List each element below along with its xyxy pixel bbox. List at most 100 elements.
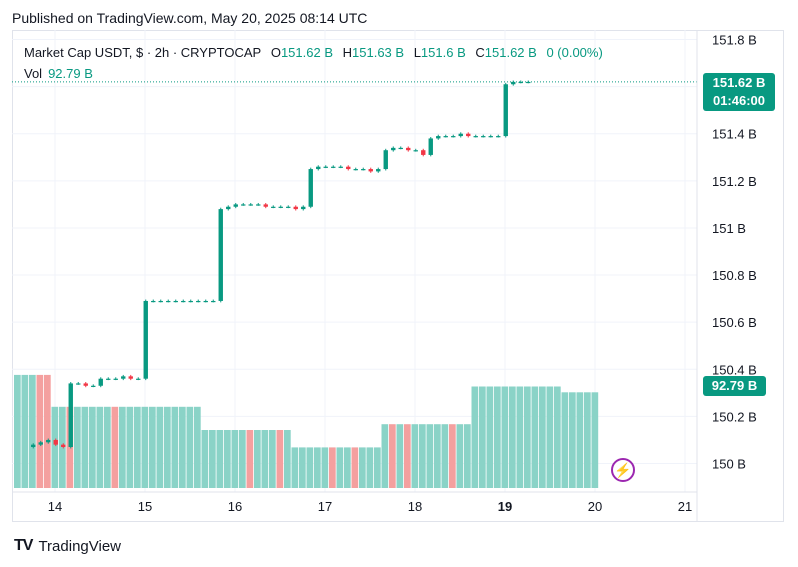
candle-body <box>511 81 516 85</box>
volume-bar <box>216 430 224 488</box>
ohlc-legend: Market Cap USDT, $ · 2h · CRYPTOCAP O151… <box>24 45 603 60</box>
volume-value: 92.79 B <box>48 66 93 81</box>
candle-body <box>218 209 223 301</box>
candle-body <box>376 169 381 172</box>
volume-bar <box>156 406 164 488</box>
volume-bar <box>89 406 96 488</box>
volume-bar <box>569 392 576 488</box>
candle-body <box>526 81 531 84</box>
volume-bar <box>434 424 441 488</box>
volume-bar <box>449 424 456 488</box>
volume-bar <box>164 406 171 488</box>
candle-body <box>316 166 321 170</box>
candle-body <box>421 150 426 155</box>
candle-body <box>151 300 156 303</box>
volume-bar <box>14 374 21 488</box>
volume-bar <box>299 447 306 488</box>
last-price-value: 151.62 B <box>712 75 766 90</box>
volume-bar <box>231 430 239 488</box>
volume-label[interactable]: Vol <box>24 66 43 81</box>
volume-bar <box>141 406 149 488</box>
volume-bar <box>209 430 216 488</box>
volume-legend: Vol 92.79 B <box>24 66 93 81</box>
volume-bar <box>36 374 44 488</box>
candle-body <box>203 300 208 303</box>
volume-bar <box>186 406 194 488</box>
candle-body <box>76 383 81 385</box>
price-tick-label: 151 B <box>712 221 746 236</box>
candle-body <box>188 300 193 303</box>
volume-bar <box>269 430 276 488</box>
candle-body <box>436 136 441 139</box>
volume-bar <box>389 424 396 488</box>
candle-body <box>233 204 238 207</box>
price-tick-label: 150.6 B <box>712 315 757 330</box>
low-label: L <box>413 45 421 60</box>
volume-bar <box>486 386 494 488</box>
volume-bar <box>374 447 381 488</box>
volume-bar <box>111 406 119 488</box>
volume-bar <box>149 406 156 488</box>
lightning-icon[interactable]: ⚡ <box>611 458 635 482</box>
candle-body <box>488 136 493 138</box>
candle-body <box>241 204 246 206</box>
volume-bar <box>531 386 539 488</box>
volume-bar <box>441 424 449 488</box>
volume-bar <box>81 406 89 488</box>
volume-bar <box>29 374 36 488</box>
tradingview-logo-icon: TV <box>14 537 33 554</box>
high-label: H <box>342 45 353 60</box>
close-label: C <box>475 45 485 60</box>
candle-body <box>473 136 478 138</box>
volume-bar <box>134 406 141 488</box>
candle-body <box>308 169 313 207</box>
candle-body <box>278 206 283 208</box>
published-caption: Published on TradingView.com, May 20, 20… <box>12 10 368 26</box>
low-value: 151.6 B <box>420 45 466 60</box>
open-value: 151.62 B <box>280 45 333 60</box>
footer-branding: TV TradingView <box>14 537 121 555</box>
volume-bar <box>539 386 546 488</box>
candle-body <box>98 378 103 386</box>
candle-body <box>113 378 118 380</box>
candle-body <box>211 300 216 303</box>
candle-body <box>181 300 186 303</box>
time-tick-label: 21 <box>678 499 692 514</box>
candle-body <box>166 300 171 303</box>
volume-bar <box>201 430 209 488</box>
volume-bar <box>509 386 516 488</box>
symbol-label[interactable]: Market Cap USDT, $ · 2h · CRYPTOCAP <box>24 45 262 60</box>
candle-body <box>271 206 276 208</box>
volume-bar <box>366 447 374 488</box>
volume-bar <box>66 406 74 488</box>
chart-frame[interactable] <box>12 30 784 522</box>
candle-body <box>466 133 471 137</box>
volume-bar <box>591 392 599 488</box>
volume-bar <box>246 430 254 488</box>
candle-body <box>158 300 163 303</box>
volume-bar <box>554 386 561 488</box>
volume-bar <box>464 424 471 488</box>
volume-bar <box>516 386 524 488</box>
candle-body <box>451 136 456 138</box>
volume-bar <box>479 386 486 488</box>
bar-countdown: 01:46:00 <box>712 93 766 108</box>
time-tick-label: 14 <box>48 499 62 514</box>
time-tick-label: 17 <box>318 499 332 514</box>
volume-bar <box>126 406 134 488</box>
volume-bar <box>381 424 389 488</box>
candle-body <box>391 147 396 151</box>
high-value: 151.63 B <box>352 45 405 60</box>
price-tick-label: 151.2 B <box>712 174 757 189</box>
candle-body <box>518 81 523 84</box>
volume-bar <box>314 447 321 488</box>
candle-body <box>346 166 351 170</box>
volume-bar <box>171 406 179 488</box>
candles <box>31 80 531 449</box>
candle-body <box>293 206 298 210</box>
volume-bar <box>561 392 569 488</box>
time-tick-label: 20 <box>588 499 602 514</box>
change-value: 0 (0.00%) <box>546 45 603 60</box>
volume-bar <box>501 386 509 488</box>
